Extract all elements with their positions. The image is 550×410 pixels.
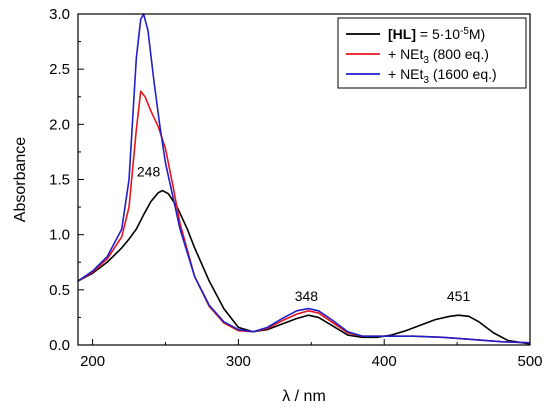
x-tick-label: 500 bbox=[517, 353, 542, 370]
peak-label-451: 451 bbox=[447, 288, 471, 304]
series-line-2 bbox=[77, 13, 531, 344]
legend-label-0: [HL] = 5·10-5M) bbox=[388, 26, 485, 42]
y-tick-label: 2.0 bbox=[49, 116, 70, 133]
y-axis-title: Absorbance bbox=[12, 137, 29, 222]
y-tick-label: 1.0 bbox=[49, 227, 70, 244]
y-tick-label: 1.5 bbox=[49, 172, 70, 189]
x-axis-title: λ / nm bbox=[282, 388, 326, 405]
y-tick-label: 2.5 bbox=[49, 61, 70, 78]
series-layer bbox=[77, 13, 531, 345]
x-tick-label: 400 bbox=[372, 353, 397, 370]
peak-label-348: 348 bbox=[295, 288, 319, 304]
series-line-0 bbox=[77, 189, 531, 345]
y-tick-label: 0.0 bbox=[49, 337, 70, 354]
legend-label-2: + NEt3 (1600 eq.) bbox=[388, 66, 497, 86]
legend-box bbox=[337, 17, 527, 89]
legend: [HL] = 5·10-5M) + NEt3 (800 eq.)+ NEt3 (1… bbox=[337, 17, 527, 89]
peak-label-248: 248 bbox=[137, 164, 161, 180]
series-line-1 bbox=[77, 90, 531, 344]
annotations-layer: 248 348 451 bbox=[137, 164, 471, 305]
y-tick-label: 0.5 bbox=[49, 282, 70, 299]
legend-label-1: + NEt3 (800 eq.) bbox=[388, 46, 489, 66]
y-tick-label: 3.0 bbox=[49, 6, 70, 23]
x-tick-label: 200 bbox=[80, 353, 105, 370]
ticks-layer: 200 300 400 500 0.0 0.5 1.0 1.5 2.0 2.5 3.0 bbox=[49, 6, 542, 370]
x-tick-label: 300 bbox=[226, 353, 251, 370]
